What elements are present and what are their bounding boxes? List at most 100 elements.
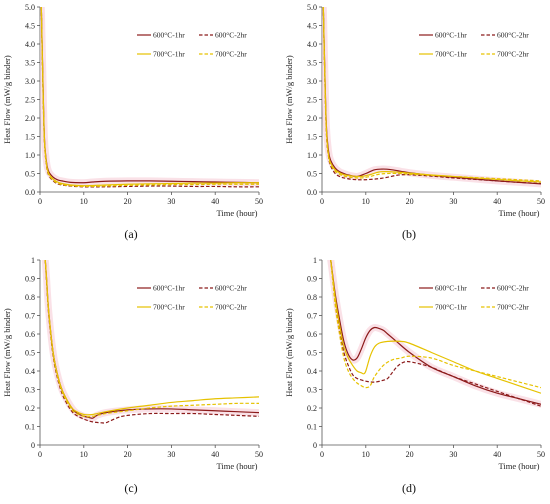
legend-label-2: 600°C-2hr <box>215 284 247 293</box>
x-tick-label: 20 <box>124 450 132 459</box>
series-line-4 <box>44 260 259 418</box>
x-tick-label: 0 <box>320 450 324 459</box>
y-tick-label: 0.8 <box>25 293 35 302</box>
y-tick-label: 0.0 <box>25 188 35 197</box>
y-axis-label: Heat Flow (mW/g binder) <box>2 55 12 144</box>
panel-label: (b) <box>402 227 416 241</box>
y-tick-label: 4.0 <box>25 40 35 49</box>
y-tick-label: 3.0 <box>307 77 317 86</box>
panel-3: 00.10.20.30.40.50.60.70.80.910 10 20 30 40 50… <box>2 256 263 471</box>
y-tick-label: 0.9 <box>25 274 35 283</box>
y-tick-label: 0 <box>31 441 35 450</box>
y-tick-label: 0.3 <box>307 385 317 394</box>
y-tick-label: 4.5 <box>307 21 317 30</box>
y-tick-label: 5.0 <box>307 3 317 12</box>
y-tick-label: 1.0 <box>25 151 35 160</box>
panel-2: 0.0 0.5 1.0 1.5 2.0 2.5 3.0 3.5 4.0 4.5 5.0 0 10 20 30… <box>284 3 545 218</box>
y-tick-label: 0.3 <box>25 385 35 394</box>
series-line-4 <box>330 260 541 389</box>
y-tick-label: 0.9 <box>307 274 317 283</box>
y-tick-label: 2.0 <box>307 114 317 123</box>
x-tick-label: 20 <box>124 197 132 206</box>
panel-label: (c) <box>124 481 137 495</box>
y-tick-label: 0.6 <box>307 330 317 339</box>
y-axis-label: Heat Flow (mW/g binder) <box>2 308 12 397</box>
series-line-3 <box>44 260 259 416</box>
y-tick-label: 0.2 <box>25 404 35 413</box>
x-axis-label: Time (hour) <box>216 208 257 218</box>
y-tick-label: 2.0 <box>25 114 35 123</box>
legend-label-4: 700°C-2hr <box>497 50 529 59</box>
x-tick-label: 20 <box>406 197 414 206</box>
x-tick-label: 40 <box>211 197 219 206</box>
legend-label-3: 700°C-1hr <box>435 303 467 312</box>
legend-label-2: 600°C-2hr <box>215 31 247 40</box>
legend-label-1: 600°C-1hr <box>435 284 467 293</box>
y-tick-label: 0.5 <box>307 169 317 178</box>
x-tick-label: 0 <box>38 450 42 459</box>
x-tick-label: 30 <box>449 450 457 459</box>
x-axis-label: Time (hour) <box>498 208 539 218</box>
x-tick-label: 0 <box>320 197 324 206</box>
legend-label-3: 700°C-1hr <box>153 50 185 59</box>
panel-label: (a) <box>124 227 137 241</box>
y-tick-label: 0.4 <box>307 367 317 376</box>
series-line-3 <box>330 260 541 394</box>
legend-label-2: 600°C-2hr <box>497 31 529 40</box>
y-tick-label: 0.7 <box>307 311 317 320</box>
series-line-2 <box>330 260 541 407</box>
plot-area <box>327 260 541 408</box>
legend-label-2: 600°C-2hr <box>497 284 529 293</box>
series-line-1 <box>330 260 541 405</box>
x-tick-label: 30 <box>167 450 175 459</box>
x-tick-label: 10 <box>80 197 88 206</box>
legend-label-3: 700°C-1hr <box>153 303 185 312</box>
legend-label-3: 700°C-1hr <box>435 50 467 59</box>
x-tick-label: 0 <box>38 197 42 206</box>
x-tick-label: 30 <box>167 197 175 206</box>
y-tick-label: 0.7 <box>25 311 35 320</box>
y-tick-label: 4.5 <box>25 21 35 30</box>
y-tick-label: 1.0 <box>307 151 317 160</box>
x-axis-label: Time (hour) <box>498 461 539 471</box>
y-tick-label: 0.2 <box>307 404 317 413</box>
y-tick-label: 0.1 <box>307 422 317 431</box>
x-tick-label: 50 <box>255 450 263 459</box>
x-tick-label: 40 <box>493 197 501 206</box>
legend-label-4: 700°C-2hr <box>215 303 247 312</box>
y-tick-label: 0.4 <box>25 367 35 376</box>
y-tick-label: 5.0 <box>25 3 35 12</box>
y-tick-label: 0.5 <box>25 348 35 357</box>
y-axis-label: Heat Flow (mW/g binder) <box>284 308 294 397</box>
y-tick-label: 1 <box>313 256 317 265</box>
x-tick-label: 50 <box>537 450 545 459</box>
legend-label-1: 600°C-1hr <box>153 284 185 293</box>
y-tick-label: 1 <box>31 256 35 265</box>
y-tick-label: 0.5 <box>25 169 35 178</box>
x-tick-label: 40 <box>493 450 501 459</box>
x-tick-label: 10 <box>362 450 370 459</box>
plot-area <box>322 7 541 188</box>
y-tick-label: 3.5 <box>25 58 35 67</box>
y-tick-label: 4.0 <box>307 40 317 49</box>
legend-label-4: 700°C-2hr <box>215 50 247 59</box>
x-tick-label: 10 <box>80 450 88 459</box>
y-tick-label: 2.5 <box>25 95 35 104</box>
panel-label: (d) <box>402 481 416 495</box>
x-tick-label: 10 <box>362 197 370 206</box>
y-tick-label: 1.5 <box>25 132 35 141</box>
y-tick-label: 0.8 <box>307 293 317 302</box>
panel-1: 0.0 0.5 1.0 1.5 2.0 2.5 3.0 3.5 4.0 4.5 5.0 0 10 20 30… <box>2 3 263 218</box>
legend-label-1: 600°C-1hr <box>435 31 467 40</box>
y-tick-label: 3.0 <box>25 77 35 86</box>
plot-area <box>41 260 259 424</box>
y-tick-label: 0 <box>313 441 317 450</box>
y-tick-label: 1.5 <box>307 132 317 141</box>
series-line-2 <box>44 260 259 424</box>
x-tick-label: 40 <box>211 450 219 459</box>
x-tick-label: 20 <box>406 450 414 459</box>
y-tick-label: 2.5 <box>307 95 317 104</box>
series-line-4 <box>40 7 259 188</box>
x-tick-label: 30 <box>449 197 457 206</box>
